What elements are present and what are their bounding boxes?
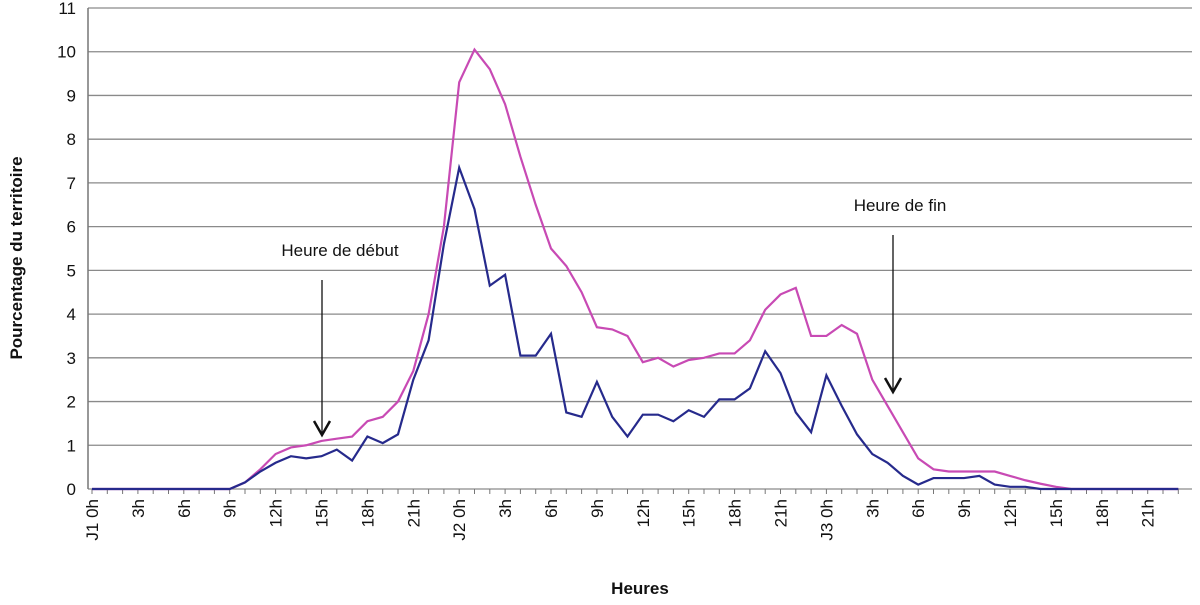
y-tick-label: 2 xyxy=(67,393,76,412)
annotation-arrowhead xyxy=(312,420,332,438)
x-axis-label: Heures xyxy=(611,579,669,598)
annotation-arrowhead xyxy=(883,377,903,395)
y-axis-label: Pourcentage du territoire xyxy=(7,156,26,359)
y-tick-label: 9 xyxy=(67,86,76,105)
x-tick-label: 18h xyxy=(358,499,377,527)
x-tick-label: 3h xyxy=(863,499,882,518)
annotation: Heure de début xyxy=(281,241,398,260)
annotation: Heure de fin xyxy=(854,196,947,215)
x-tick-label: 15h xyxy=(313,499,332,527)
y-tick-label: 0 xyxy=(67,480,76,499)
y-tick-label: 4 xyxy=(67,305,76,324)
series-line xyxy=(92,163,1179,491)
x-tick-label: 12h xyxy=(267,499,286,527)
y-tick-label: 11 xyxy=(58,0,76,18)
y-tick-label: 1 xyxy=(67,436,76,455)
x-tick-label: 21h xyxy=(404,499,423,527)
x-tick-label: 21h xyxy=(1139,499,1158,527)
y-tick-label: 10 xyxy=(57,43,76,62)
x-tick-label: 6h xyxy=(909,499,928,518)
y-tick-label: 6 xyxy=(67,218,76,237)
x-tick-label: 3h xyxy=(129,499,148,518)
x-tick-label: 18h xyxy=(1093,499,1112,527)
x-tick-label: 9h xyxy=(588,499,607,518)
x-tick-label: 6h xyxy=(175,499,194,518)
x-tick-label: 9h xyxy=(221,499,240,518)
series-line xyxy=(92,47,1179,491)
x-tick-label: 18h xyxy=(726,499,745,527)
y-tick-label: 5 xyxy=(67,261,76,280)
x-tick-label: J2 0h xyxy=(450,499,469,541)
y-tick-label: 3 xyxy=(67,349,76,368)
x-tick-label: 9h xyxy=(955,499,974,518)
y-tick-label: 8 xyxy=(67,130,76,149)
x-tick-label: J1 0h xyxy=(83,499,102,541)
x-tick-label: 12h xyxy=(634,499,653,527)
x-tick-label: 21h xyxy=(772,499,791,527)
x-tick-label: 3h xyxy=(496,499,515,518)
x-tick-label: 6h xyxy=(542,499,561,518)
x-tick-label: 15h xyxy=(1047,499,1066,527)
y-tick-label: 7 xyxy=(67,174,76,193)
x-tick-label: J3 0h xyxy=(817,499,836,541)
x-tick-label: 12h xyxy=(1001,499,1020,527)
x-tick-label: 15h xyxy=(680,499,699,527)
